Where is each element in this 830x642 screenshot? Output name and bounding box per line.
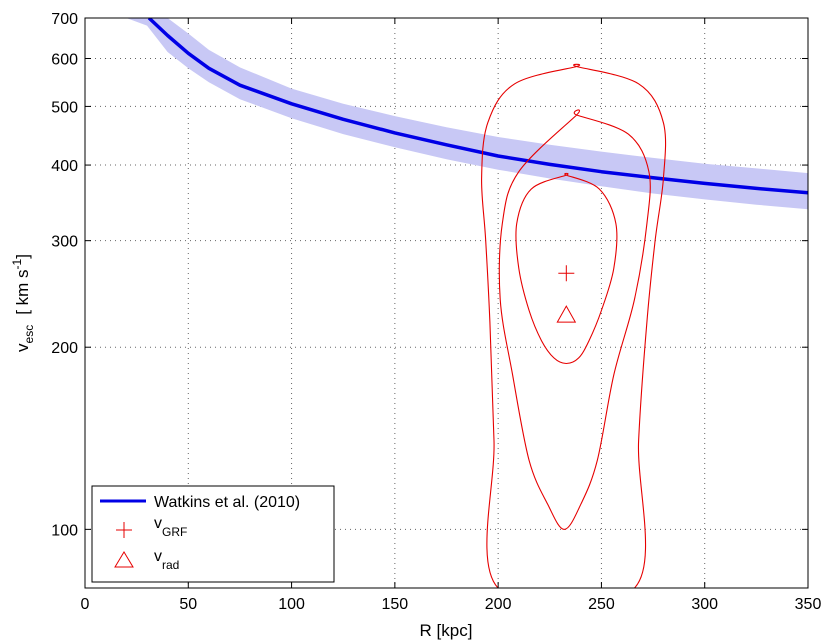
vgrf-plus-marker bbox=[558, 265, 575, 282]
x-tick-label: 100 bbox=[278, 596, 305, 613]
x-tick-label: 250 bbox=[588, 596, 615, 613]
y-tick-label: 300 bbox=[51, 234, 78, 251]
y-axis-label-close: ] bbox=[13, 254, 32, 259]
contour-middle bbox=[498, 109, 651, 530]
plot-area bbox=[126, 18, 808, 588]
y-tick-label: 500 bbox=[51, 99, 78, 116]
axis-ticks: 0 50 100 150 200 250 300 350 100 200 300 400 500 600 7… bbox=[51, 11, 821, 613]
y-axis-label-sub: esc bbox=[22, 325, 36, 344]
x-tick-label: 200 bbox=[485, 596, 512, 613]
x-tick-label: 0 bbox=[81, 596, 90, 613]
legend-label-watkins: Watkins et al. (2010) bbox=[154, 494, 300, 511]
y-tick-label: 100 bbox=[51, 522, 78, 539]
legend-label-vrad: vrad bbox=[154, 548, 179, 572]
vrad-triangle-marker bbox=[556, 305, 577, 323]
legend-label-vgrf: vGRF bbox=[154, 515, 187, 539]
y-axis-label-sup: -1 bbox=[10, 258, 24, 269]
y-tick-label: 200 bbox=[51, 340, 78, 357]
svg-text:vesc[ km s-1]: vesc [ km s-1] bbox=[10, 254, 36, 352]
y-axis-label-main: v bbox=[13, 343, 32, 352]
uncertainty-band bbox=[126, 18, 808, 210]
y-tick-label: 700 bbox=[51, 11, 78, 28]
x-tick-label: 300 bbox=[691, 596, 718, 613]
x-tick-label: 350 bbox=[795, 596, 822, 613]
y-axis-label-units: [ km s bbox=[13, 269, 32, 314]
y-tick-label: 600 bbox=[51, 52, 78, 69]
x-tick-label: 150 bbox=[382, 596, 409, 613]
legend: Watkins et al. (2010) vGRF vrad bbox=[91, 485, 335, 583]
contour-outer bbox=[481, 63, 667, 588]
y-axis-label: vesc [ km s-1] bbox=[10, 254, 36, 352]
x-axis-label: R [kpc] bbox=[420, 621, 473, 640]
y-tick-label: 400 bbox=[51, 158, 78, 175]
contour-inner bbox=[515, 172, 618, 365]
legend-plus-marker bbox=[116, 522, 132, 538]
legend-triangle-marker bbox=[114, 551, 134, 568]
watkins-line bbox=[147, 18, 808, 195]
plot-frame bbox=[84, 17, 809, 589]
x-tick-label: 50 bbox=[179, 596, 197, 613]
